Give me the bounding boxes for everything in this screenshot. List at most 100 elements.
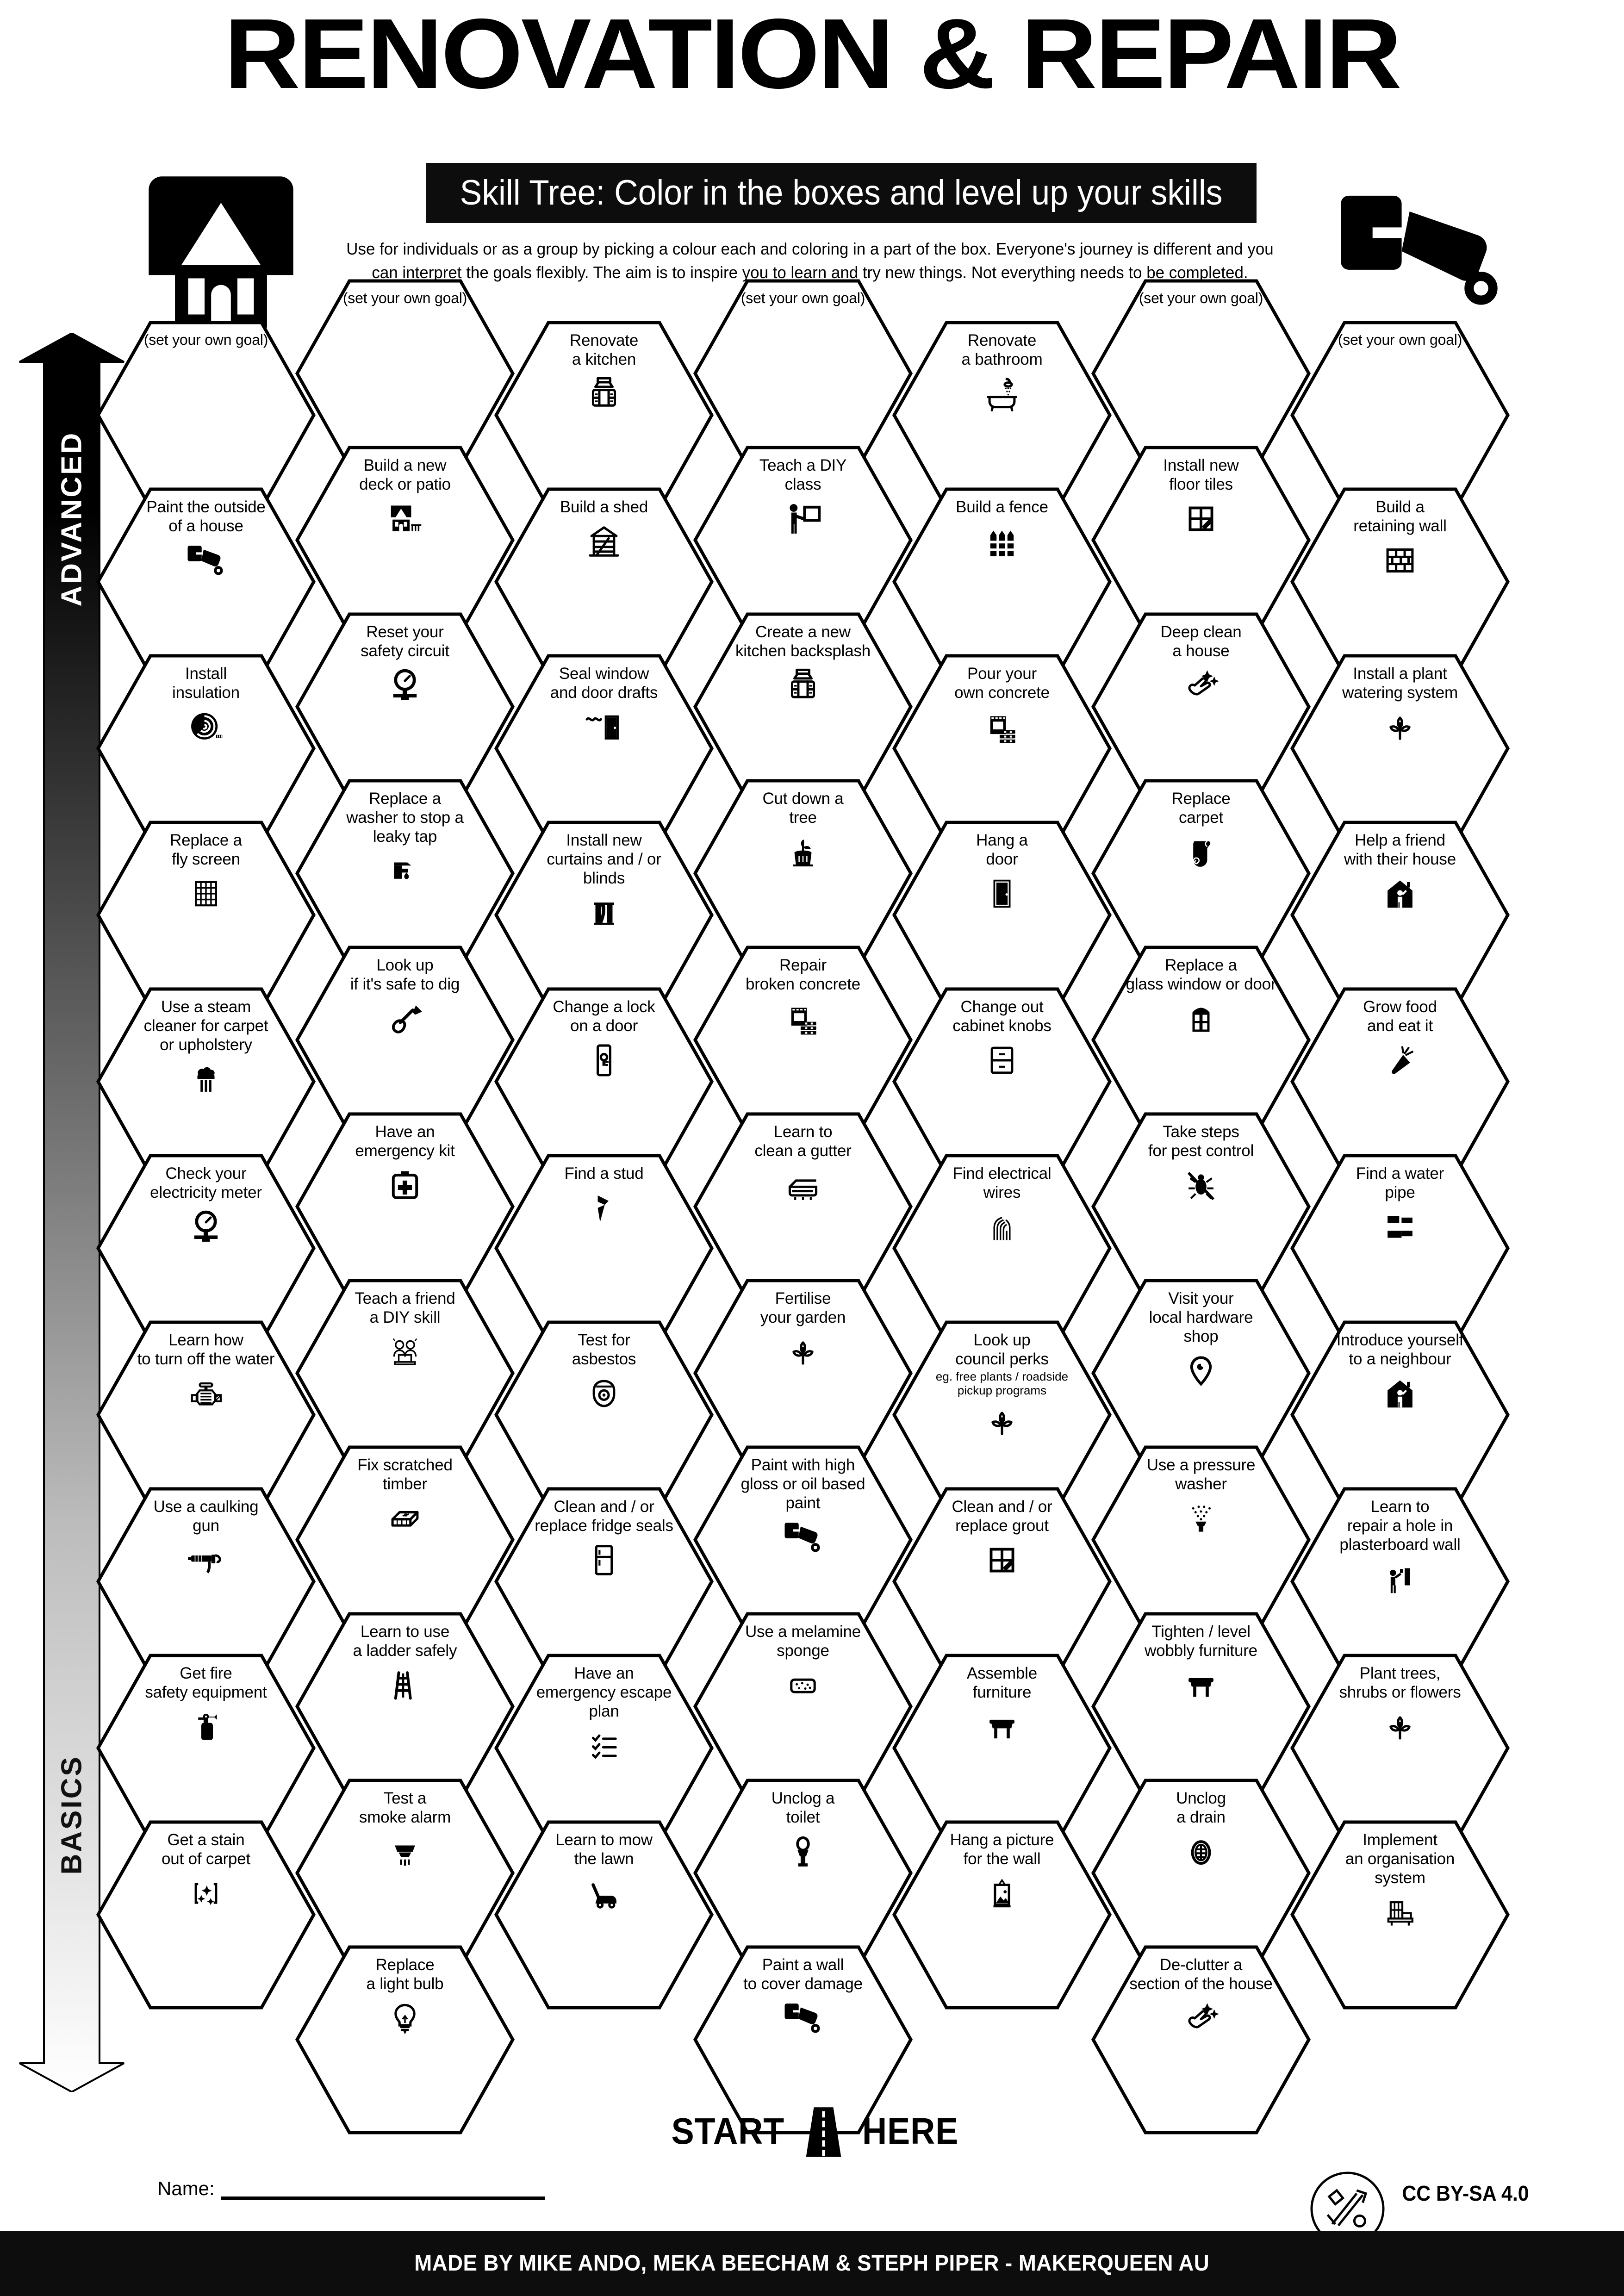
skill-hex[interactable]: Deep clean a house	[1090, 611, 1312, 803]
skill-hex[interactable]: Install a plant watering system	[1289, 653, 1511, 845]
door-lock-icon	[584, 1040, 624, 1080]
skill-hex[interactable]: Use a pressure washer	[1090, 1444, 1312, 1636]
skill-hex[interactable]: Learn how to turn off the water	[95, 1319, 317, 1511]
bathtub-shower-icon	[982, 374, 1022, 414]
skill-hex[interactable]: Install insulation	[95, 653, 317, 845]
skill-hex-label: Deep clean a house	[1160, 623, 1242, 660]
skill-hex[interactable]: Teach a DIY class	[692, 444, 914, 636]
skill-hex[interactable]: Have an emergency kit	[294, 1111, 516, 1303]
skill-hex-label: Test a smoke alarm	[359, 1789, 451, 1826]
skill-hex[interactable]: Find a stud	[493, 1152, 715, 1344]
skill-hex[interactable]: Introduce yourself to a neighbour	[1289, 1319, 1511, 1511]
skill-hex[interactable]: Build a new deck or patio	[294, 444, 516, 636]
skill-hex[interactable]: Install new floor tiles	[1090, 444, 1312, 636]
skill-hex[interactable]: Pour your own concrete	[891, 653, 1113, 845]
skill-hex[interactable]: Clean and / or replace fridge seals	[493, 1486, 715, 1678]
sparkle-hands-icon	[1181, 1998, 1221, 2038]
skill-hex[interactable]: Plant trees, shrubs or flowers	[1289, 1652, 1511, 1844]
skill-hex-label: Take steps for pest control	[1148, 1123, 1254, 1160]
skill-hex[interactable]: Seal window and door drafts	[493, 653, 715, 845]
skill-hex-label: Pour your own concrete	[954, 665, 1050, 702]
skill-hex[interactable]: (set your own goal)	[95, 319, 317, 511]
skill-hex[interactable]: Create a new kitchen backsplash	[692, 611, 914, 803]
footer-bar: MADE BY MIKE ANDO, MEKA BEECHAM & STEPH …	[0, 2231, 1624, 2296]
skill-hex[interactable]: Use a melamine sponge	[692, 1611, 914, 1803]
skill-hex[interactable]: Install new curtains and / or blinds	[493, 819, 715, 1011]
skill-hex[interactable]: Change out cabinet knobs	[891, 986, 1113, 1178]
skill-hex[interactable]: Use a caulking gun	[95, 1486, 317, 1678]
skill-hex[interactable]: Look up council perks eg. free plants / r…	[891, 1319, 1113, 1511]
skill-hex[interactable]: Paint the outside of a house	[95, 486, 317, 678]
skill-hex[interactable]: Use a steam cleaner for carpet or upholste…	[95, 986, 317, 1178]
skill-hex[interactable]: Unclog a toilet	[692, 1777, 914, 1969]
skill-hex[interactable]: Visit your local hardware shop	[1090, 1277, 1312, 1469]
skill-hex[interactable]: (set your own goal)	[1289, 319, 1511, 511]
skill-hex[interactable]: Replace carpet	[1090, 778, 1312, 970]
skill-hex[interactable]: Replace a washer to stop a leaky tap	[294, 778, 516, 970]
skill-hex-label: Hang a door	[976, 831, 1028, 868]
skill-hex[interactable]: Repair broken concrete	[692, 944, 914, 1136]
skill-hex[interactable]: Unclog a drain	[1090, 1777, 1312, 1969]
skill-hex[interactable]: Renovate a kitchen	[493, 319, 715, 511]
name-input[interactable]	[221, 2195, 545, 2200]
skill-hex-label: Clean and / or replace grout	[952, 1498, 1052, 1535]
license-text: CC BY-SA 4.0	[1402, 2181, 1529, 2205]
skill-hex-label: Learn to use a ladder safely	[353, 1623, 457, 1660]
skill-hex[interactable]: Hang a picture for the wall	[891, 1819, 1113, 2011]
skill-hex[interactable]: Test for asbestos	[493, 1319, 715, 1511]
name-field-row[interactable]: Name:	[157, 2178, 545, 2200]
skill-hex[interactable]: Build a shed	[493, 486, 715, 678]
skill-hex[interactable]: Replace a light bulb	[294, 1944, 516, 2136]
skill-hex[interactable]: Help a friend with their house	[1289, 819, 1511, 1011]
skill-hex[interactable]: Test a smoke alarm	[294, 1777, 516, 1969]
skill-hex[interactable]: Replace a fly screen	[95, 819, 317, 1011]
skill-hex[interactable]: Fertilise your garden	[692, 1277, 914, 1469]
skill-hex[interactable]: (set your own goal)	[692, 278, 914, 470]
skill-hex-label: Assemble furniture	[966, 1664, 1038, 1701]
skill-hex[interactable]: Check your electricity meter	[95, 1152, 317, 1344]
skill-hex[interactable]: Assemble furniture	[891, 1652, 1113, 1844]
skill-hex[interactable]: Clean and / or replace grout	[891, 1486, 1113, 1678]
skill-hex[interactable]: Implement an organisation system	[1289, 1819, 1511, 2011]
skill-hex[interactable]: (set your own goal)	[294, 278, 516, 470]
skill-hex[interactable]: Learn to mow the lawn	[493, 1819, 715, 2011]
skill-hex[interactable]: Have an emergency escape plan	[493, 1652, 715, 1844]
skill-hex[interactable]: Find electrical wires	[891, 1152, 1113, 1344]
skill-hex[interactable]: Learn to clean a gutter	[692, 1111, 914, 1303]
skill-hex[interactable]: Hang a door	[891, 819, 1113, 1011]
skill-hex[interactable]: Replace a glass window or door	[1090, 944, 1312, 1136]
skill-hex[interactable]: Learn to repair a hole in plasterboard wal…	[1289, 1486, 1511, 1678]
skill-hex[interactable]: Reset your safety circuit	[294, 611, 516, 803]
skill-hex-label: Unclog a drain	[1176, 1789, 1226, 1826]
cc-tools-badge-icon	[1309, 2171, 1386, 2247]
skill-hex[interactable]: Build a fence	[891, 486, 1113, 678]
skill-hex-label: Build a fence	[956, 498, 1048, 516]
skill-hex[interactable]: Build a retaining wall	[1289, 486, 1511, 678]
skill-hex[interactable]: Grow food and eat it	[1289, 986, 1511, 1178]
skill-hex-label: Find electrical wires	[952, 1164, 1052, 1201]
skill-hex[interactable]: Teach a friend a DIY skill	[294, 1277, 516, 1469]
skill-hex[interactable]: Paint a wall to cover damage	[692, 1944, 914, 2136]
skill-hex-label: Build a shed	[560, 498, 648, 516]
skill-hex[interactable]: Paint with high gloss or oil based paint	[692, 1444, 914, 1636]
water-valve-icon	[186, 1374, 226, 1413]
skill-hex[interactable]: Look up if it's safe to dig	[294, 944, 516, 1136]
insulation-roll-icon	[186, 707, 226, 747]
skill-hex[interactable]: Get a stain out of carpet	[95, 1819, 317, 2011]
skill-hex[interactable]: Renovate a bathroom	[891, 319, 1113, 511]
skill-hex[interactable]: Change a lock on a door	[493, 986, 715, 1178]
skill-hex[interactable]: Find a water pipe	[1289, 1152, 1511, 1344]
skill-hex[interactable]: (set your own goal)	[1090, 278, 1312, 470]
skill-hex[interactable]: Cut down a tree	[692, 778, 914, 970]
tile-grout-icon	[982, 1540, 1022, 1580]
skill-hex[interactable]: De-clutter a section of the house	[1090, 1944, 1312, 2136]
skill-hex-label: Change out cabinet knobs	[952, 998, 1052, 1035]
skill-hex[interactable]: Take steps for pest control	[1090, 1111, 1312, 1303]
skill-hex[interactable]: Get fire safety equipment	[95, 1652, 317, 1844]
concrete-bag-icon	[783, 999, 823, 1039]
skill-hex-label: Check your electricity meter	[150, 1164, 262, 1201]
skill-hex[interactable]: Learn to use a ladder safely	[294, 1611, 516, 1803]
skill-hex[interactable]: Tighten / level wobbly furniture	[1090, 1611, 1312, 1803]
skill-hex[interactable]: Fix scratched timber	[294, 1444, 516, 1636]
skill-hex-label: Paint with high gloss or oil based paint	[740, 1456, 865, 1512]
